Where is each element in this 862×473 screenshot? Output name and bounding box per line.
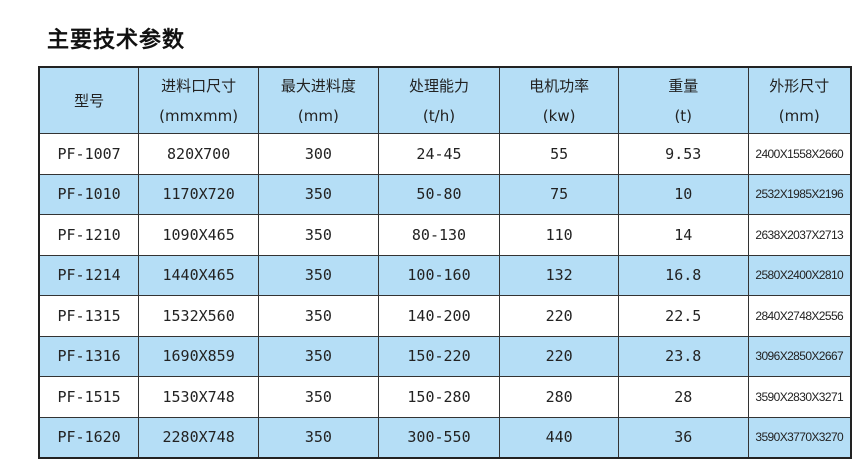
column-unit: (t) [674,106,693,125]
table-cell: 100-160 [377,254,501,296]
table-cell: 36 [617,416,749,459]
table-cell: 2532X1985X2196 [747,173,852,215]
table-cell: 132 [499,254,619,296]
column-unit: (mmxmm) [159,106,239,125]
page-title: 主要技术参数 [47,28,186,53]
table-cell: 2840X2748X2556 [747,295,852,337]
table-cell: 1170X720 [138,173,260,215]
table-cell: 50-80 [377,173,501,215]
column-label: 型号 [74,91,105,110]
table-cell: 22.5 [617,295,749,337]
table-cell: 24-45 [377,133,501,175]
table-cell: 820X700 [138,133,260,175]
table-cell: 350 [258,335,379,377]
table-cell: 150-220 [377,335,501,377]
table-cell: 110 [499,214,619,256]
column-label: 重量 [668,76,699,95]
table-cell: PF-1515 [38,376,140,418]
table-cell: 2280X748 [138,416,260,459]
table-cell: PF-1620 [38,416,140,459]
column-unit: (kw) [542,106,576,125]
table-cell: 3096X2850X2667 [747,335,852,377]
column-label: 外形尺寸 [769,76,830,95]
table-row: PF-1010 1170X720 350 50-80 75 10 2532X1985X219… [38,173,852,215]
table-cell: 80-130 [377,214,501,256]
table-row: PF-1214 1440X465 350 100-160 132 16.8 2580X240… [38,254,852,296]
column-header: 重量 (t) [617,66,749,134]
table-cell: 350 [258,254,379,296]
column-unit: (mm) [778,106,820,125]
table-cell: PF-1210 [38,214,140,256]
table-cell: 55 [499,133,619,175]
table-cell: 350 [258,376,379,418]
table-cell: 3590X2830X3271 [747,376,852,418]
column-header: 电机功率 (kw) [499,66,619,134]
column-header: 处理能力 (t/h) [377,66,501,134]
table-cell: 140-200 [377,295,501,337]
table-cell: 16.8 [617,254,749,296]
table-cell: 3590X3770X3270 [747,416,852,459]
table-row: PF-1007 820X700 300 24-45 55 9.53 2400X1558X26… [38,133,852,175]
table-cell: PF-1214 [38,254,140,296]
column-header: 进料口尺寸 (mmxmm) [138,66,260,134]
table-cell: 2638X2037X2713 [747,214,852,256]
table-row: PF-1315 1532X560 350 140-200 220 22.5 2840X274… [38,295,852,337]
column-label: 电机功率 [529,76,590,95]
column-label: 最大进料度 [280,76,356,95]
table-cell: PF-1007 [38,133,140,175]
table-cell: PF-1010 [38,173,140,215]
table-cell: 1530X748 [138,376,260,418]
column-label: 处理能力 [408,76,469,95]
table-cell: 440 [499,416,619,459]
technical-parameters-table: 型号 进料口尺寸 (mmxmm) 最大进料度 (mm) 处理能力 (t/h) 电机功率 (kw)… [38,66,852,459]
table-cell: 1440X465 [138,254,260,296]
column-unit: (t/h) [422,106,456,125]
table-cell: PF-1316 [38,335,140,377]
table-cell: 2580X2400X2810 [747,254,852,296]
table-cell: 150-280 [377,376,501,418]
table-cell: 1532X560 [138,295,260,337]
table-cell: 350 [258,416,379,459]
table-cell: 300-550 [377,416,501,459]
table-cell: 220 [499,335,619,377]
column-header: 最大进料度 (mm) [258,66,379,134]
table-cell: 14 [617,214,749,256]
table-cell: 23.8 [617,335,749,377]
table-cell: 1090X465 [138,214,260,256]
table-cell: 2400X1558X2660 [747,133,852,175]
table-row: PF-1620 2280X748 350 300-550 440 36 3590X3770X… [38,416,852,459]
table-cell: 300 [258,133,379,175]
table-cell: 1690X859 [138,335,260,377]
table-cell: 9.53 [617,133,749,175]
table-cell: 10 [617,173,749,215]
table-cell: 28 [617,376,749,418]
table-cell: 350 [258,173,379,215]
table-cell: 280 [499,376,619,418]
table-cell: 350 [258,214,379,256]
table-cell: PF-1315 [38,295,140,337]
table-cell: 75 [499,173,619,215]
column-header: 型号 [38,66,140,134]
table-row: PF-1316 1690X859 350 150-220 220 23.8 3096X285… [38,335,852,377]
column-header: 外形尺寸 (mm) [747,66,852,134]
column-unit: (mm) [297,106,339,125]
table-row: PF-1210 1090X465 350 80-130 110 14 2638X2037X2… [38,214,852,256]
table-cell: 220 [499,295,619,337]
table-cell: 350 [258,295,379,337]
table-row: PF-1515 1530X748 350 150-280 280 28 3590X2830X… [38,376,852,418]
header-row: 型号 进料口尺寸 (mmxmm) 最大进料度 (mm) 处理能力 (t/h) 电机功率 (kw)… [38,66,852,134]
column-label: 进料口尺寸 [161,76,237,95]
